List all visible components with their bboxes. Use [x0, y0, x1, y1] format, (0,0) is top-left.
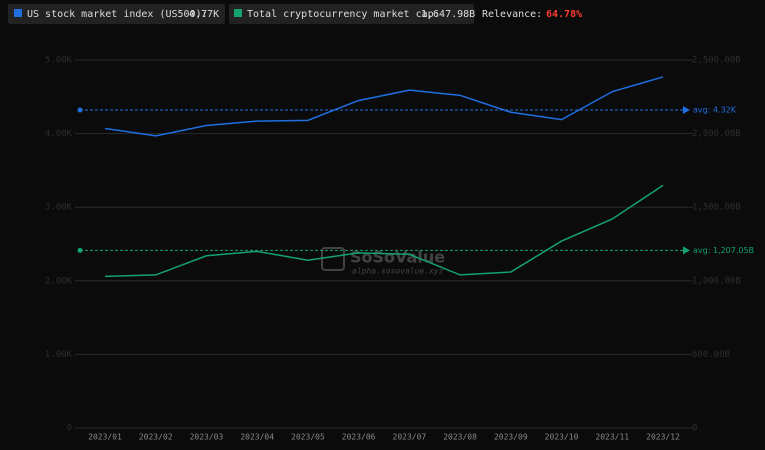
legend-value: 1,647.98B	[421, 9, 475, 20]
legend-box	[229, 4, 474, 24]
x-tick-label: 2023/05	[291, 433, 325, 442]
watermark-name: SoSoValue	[350, 248, 445, 267]
average-label: avg: 4.32K	[693, 106, 737, 115]
x-tick-label: 2023/07	[393, 433, 427, 442]
y2-tick-label: 500.00B	[692, 350, 730, 360]
y-tick-label: 3.00K	[45, 203, 73, 213]
series-line	[104, 76, 664, 137]
watermark-logo	[321, 247, 345, 271]
x-tick-label: 2023/10	[545, 433, 579, 442]
average-arrow	[683, 246, 690, 255]
x-tick-label: 2023/11	[595, 433, 629, 442]
x-tick-label: 2023/08	[443, 433, 477, 442]
legend-swatch	[234, 9, 242, 17]
y2-tick-label: 2,500.00B	[692, 56, 741, 66]
average-dot	[77, 107, 83, 113]
average-label: avg: 1,207.05B	[693, 246, 754, 255]
legend-swatch	[14, 9, 22, 17]
y-tick-label: 2.00K	[45, 276, 73, 286]
y-tick-label: 5.00K	[45, 56, 73, 66]
y-tick-label: 1.00K	[45, 350, 73, 360]
x-tick-label: 2023/12	[646, 433, 680, 442]
x-tick-label: 2023/04	[240, 433, 274, 442]
legend-value: 4.77K	[189, 9, 219, 20]
x-tick-label: 2023/09	[494, 433, 528, 442]
legend-box	[8, 4, 225, 24]
watermark-url: alpha.sosovalue.xyz	[352, 267, 444, 276]
y2-tick-label: 0	[692, 424, 697, 434]
average-arrow	[683, 106, 690, 115]
series-line	[104, 184, 664, 278]
x-tick-label: 2023/01	[88, 433, 122, 442]
average-dot	[77, 247, 83, 253]
x-tick-label: 2023/03	[190, 433, 224, 442]
y2-tick-label: 2,000.00B	[692, 129, 741, 139]
y2-tick-label: 1,500.00B	[692, 203, 741, 213]
legend-label: US stock market index (US500):	[27, 9, 208, 20]
relevance-value: 64.78%	[546, 9, 582, 20]
y-tick-label: 0	[67, 424, 72, 434]
relevance-label: Relevance:	[482, 9, 542, 20]
watermark: SoSoValue alpha.sosovalue.xyz	[321, 247, 445, 276]
x-tick-label: 2023/02	[139, 433, 173, 442]
legend-label: Total cryptocurrency market cap:	[247, 9, 440, 20]
x-tick-label: 2023/06	[342, 433, 376, 442]
y-tick-label: 4.00K	[45, 129, 73, 139]
y2-tick-label: 1,000.00B	[692, 276, 741, 286]
